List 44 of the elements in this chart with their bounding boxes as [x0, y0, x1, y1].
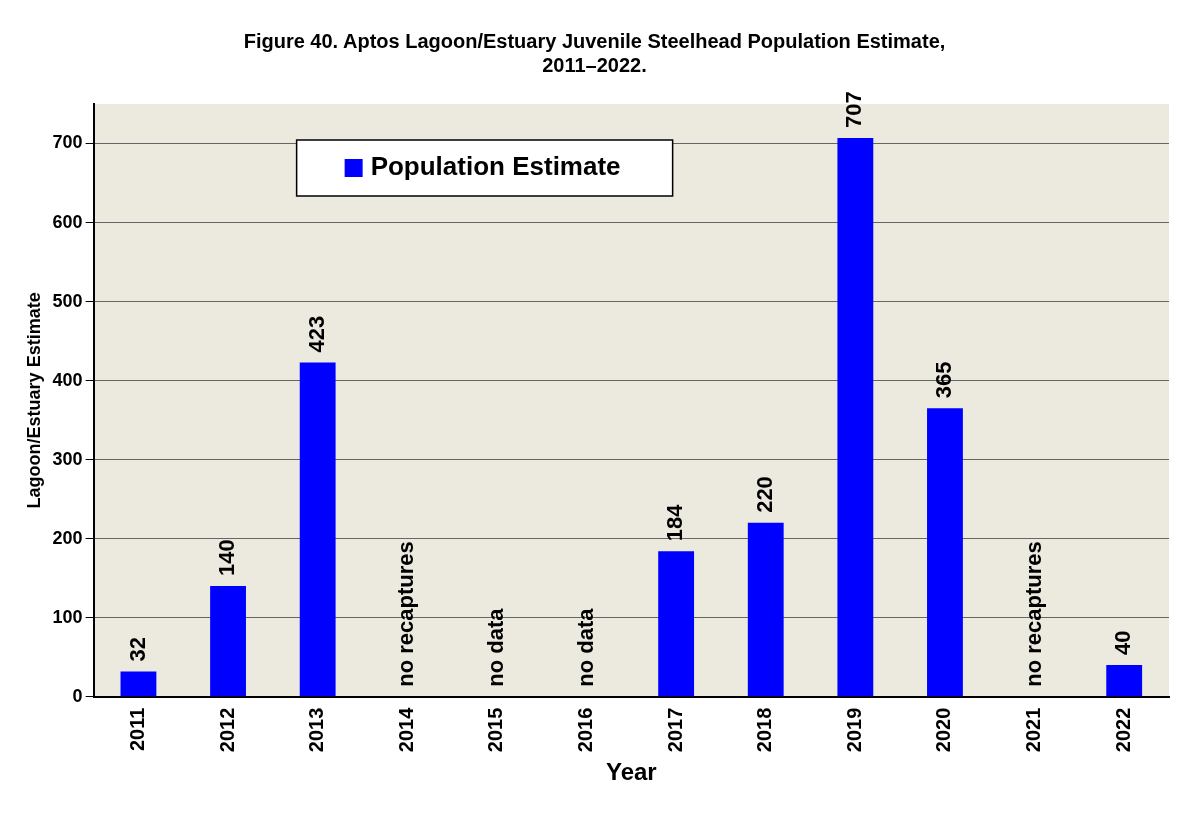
x-tick-label: 2022 — [1111, 707, 1134, 753]
x-tick-label: 2016 — [574, 707, 597, 753]
y-tick-label: 200 — [52, 527, 83, 548]
y-tick-label: 700 — [52, 132, 83, 153]
data-label: 184 — [662, 503, 688, 542]
x-axis-title: Year — [605, 758, 657, 786]
y-axis-title: Lagoon/Estuary Estimate — [23, 292, 44, 509]
x-tick-label: 2017 — [663, 707, 686, 753]
text: no data — [482, 608, 508, 687]
y-tick-label: 0 — [72, 685, 83, 706]
x-tick-label: 2013 — [305, 707, 328, 753]
data-label: 707 — [841, 91, 867, 128]
legend-label: Population Estimate — [370, 151, 621, 182]
data-label: 40 — [1110, 630, 1136, 656]
bar — [658, 551, 695, 697]
data-label: 140 — [214, 539, 240, 577]
bar — [927, 408, 963, 697]
text: no data — [572, 608, 598, 687]
bar — [120, 671, 157, 697]
x-tick-label: 2020 — [932, 707, 955, 753]
x-tick-label: 2015 — [484, 707, 507, 753]
data-label: 32 — [124, 636, 150, 662]
chart-title: Figure 40. Aptos Lagoon/Estuary Juvenile Steelhead Population Estimate, 2011–2022. — [243, 29, 946, 76]
bar — [837, 137, 874, 697]
y-tick-label: 600 — [52, 211, 83, 232]
bar — [1106, 665, 1143, 697]
x-tick-label: 2021 — [1022, 707, 1045, 753]
text: no recaptures — [1020, 541, 1046, 687]
data-label: 220 — [751, 476, 777, 513]
data-label: 365 — [931, 361, 957, 399]
bar — [210, 586, 246, 697]
data-label: 423 — [303, 315, 329, 353]
x-tick-label: 2019 — [842, 707, 865, 753]
bar — [299, 362, 336, 697]
bar — [747, 522, 784, 697]
x-tick-label: 2012 — [215, 707, 238, 753]
y-tick-label: 300 — [52, 448, 83, 469]
text: no recaptures — [393, 541, 419, 687]
x-tick-label: 2018 — [753, 707, 776, 753]
x-tick-label: 2014 — [394, 706, 417, 753]
y-tick-label: 500 — [52, 290, 83, 311]
y-tick-label: 100 — [52, 606, 83, 627]
x-tick-label: 2011 — [125, 707, 148, 752]
y-tick-label: 400 — [52, 369, 83, 390]
